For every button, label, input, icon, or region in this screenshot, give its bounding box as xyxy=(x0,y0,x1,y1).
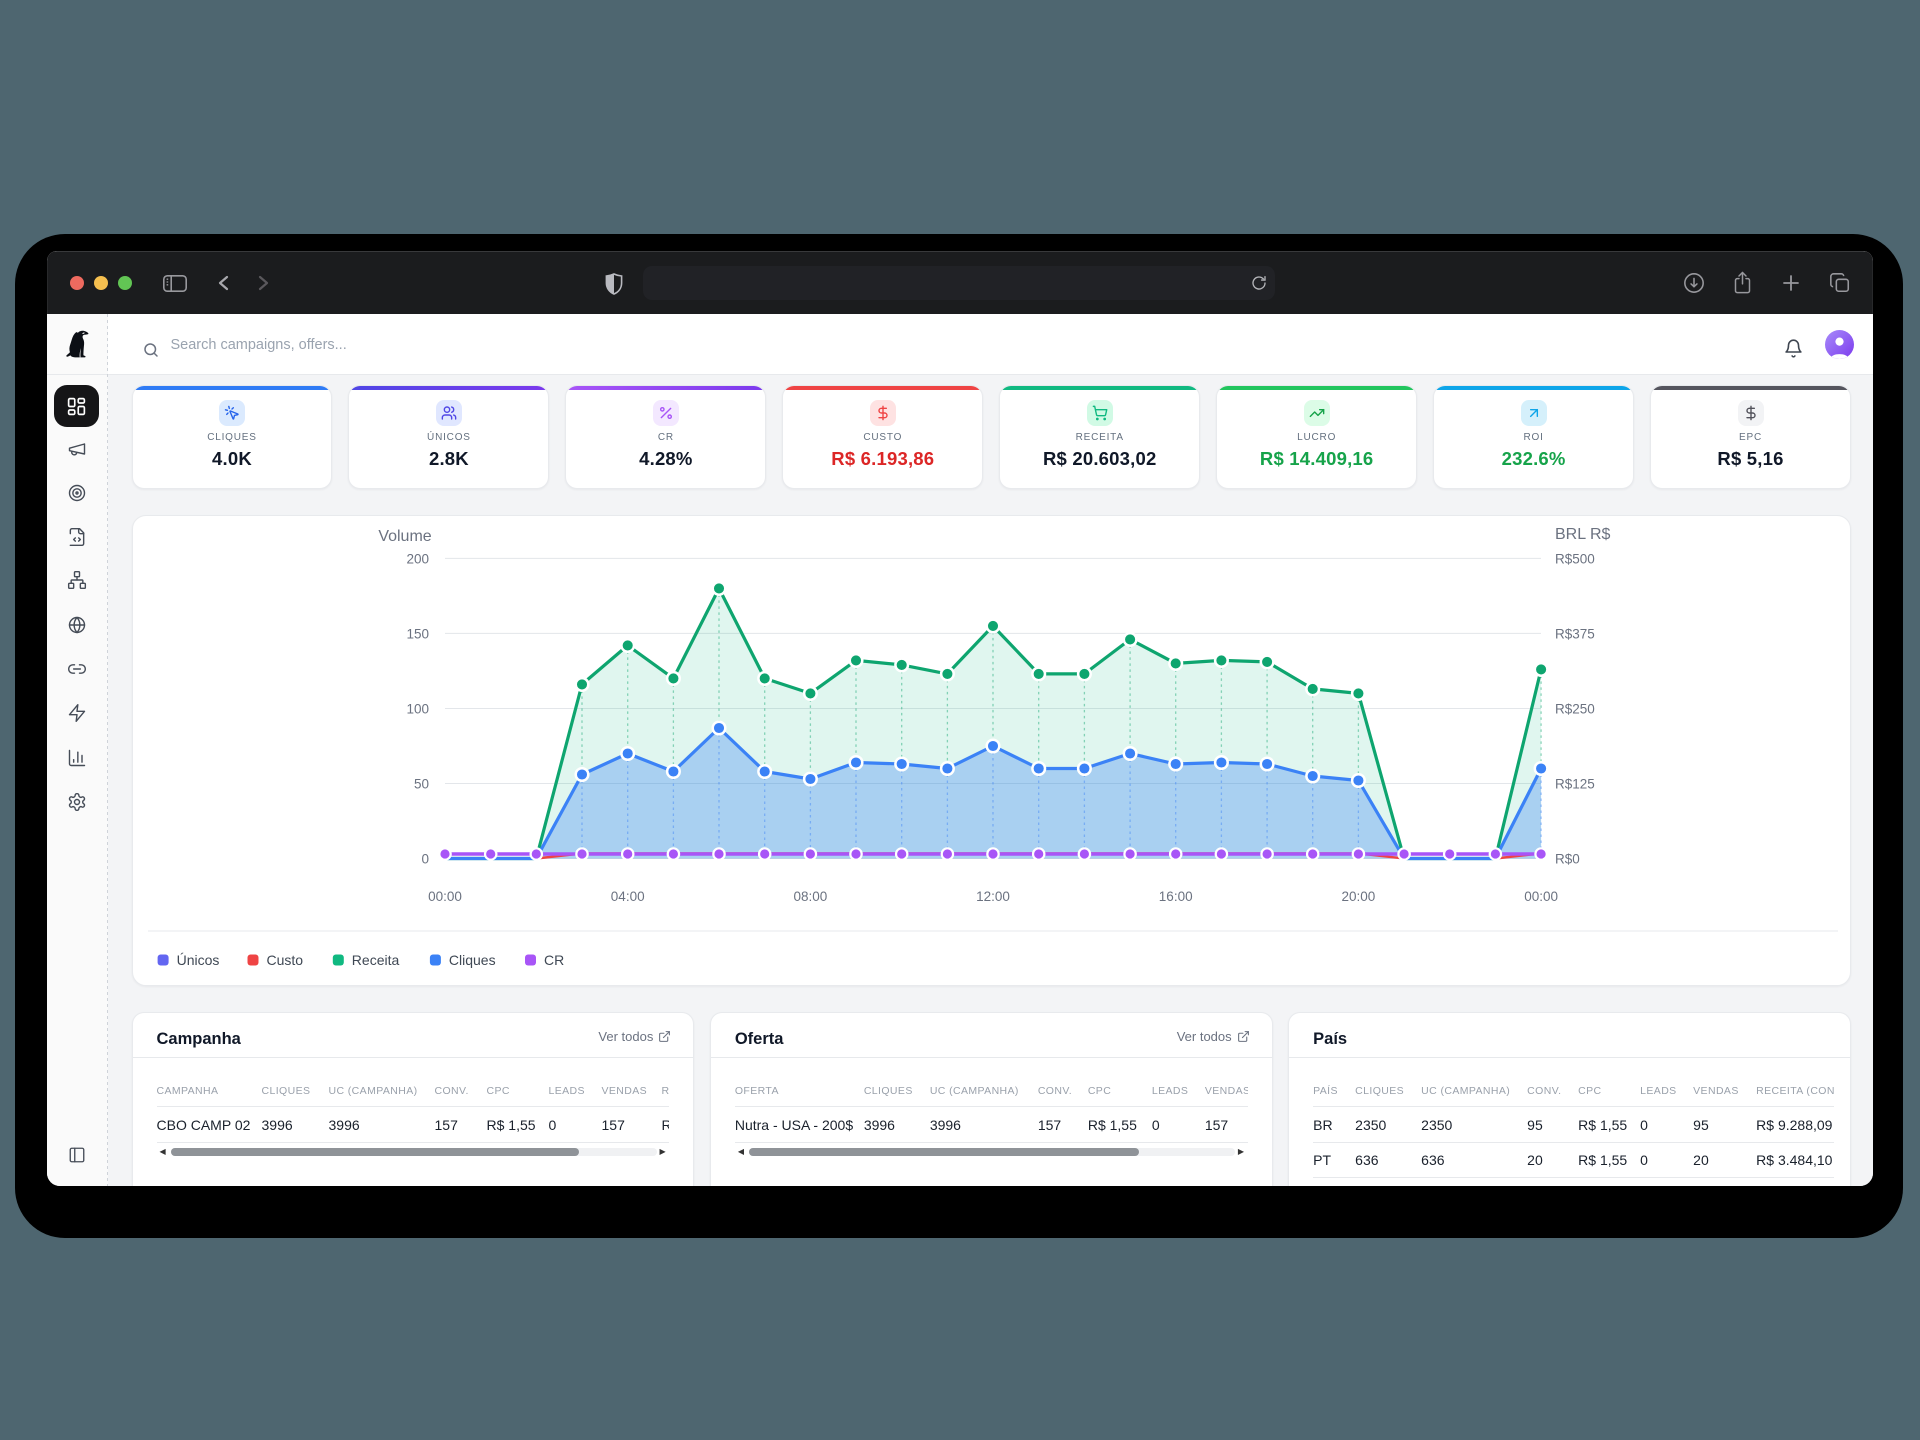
svg-text:16:00: 16:00 xyxy=(1158,889,1192,904)
svg-text:20:00: 20:00 xyxy=(1341,889,1375,904)
svg-text:Custo: Custo xyxy=(266,952,303,968)
svg-text:Únicos: Únicos xyxy=(176,952,219,968)
svg-text:R$375: R$375 xyxy=(1555,626,1595,641)
svg-text:R$125: R$125 xyxy=(1555,777,1595,792)
svg-text:Volume: Volume xyxy=(378,528,431,545)
svg-text:00:00: 00:00 xyxy=(1524,889,1558,904)
svg-text:04:00: 04:00 xyxy=(610,889,644,904)
svg-text:0: 0 xyxy=(421,852,429,867)
svg-text:Cliques: Cliques xyxy=(448,952,495,968)
svg-text:R$0: R$0 xyxy=(1555,852,1580,867)
svg-text:12:00: 12:00 xyxy=(976,889,1010,904)
svg-text:R$500: R$500 xyxy=(1555,551,1595,566)
svg-text:Receita: Receita xyxy=(351,952,399,968)
svg-text:200: 200 xyxy=(406,551,429,566)
svg-text:00:00: 00:00 xyxy=(428,889,462,904)
svg-text:150: 150 xyxy=(406,626,429,641)
svg-text:100: 100 xyxy=(406,702,429,717)
svg-text:R$250: R$250 xyxy=(1555,702,1595,717)
svg-text:CR: CR xyxy=(544,952,564,968)
svg-text:BRL R$: BRL R$ xyxy=(1555,526,1611,543)
svg-text:08:00: 08:00 xyxy=(793,889,827,904)
svg-text:50: 50 xyxy=(413,777,428,792)
